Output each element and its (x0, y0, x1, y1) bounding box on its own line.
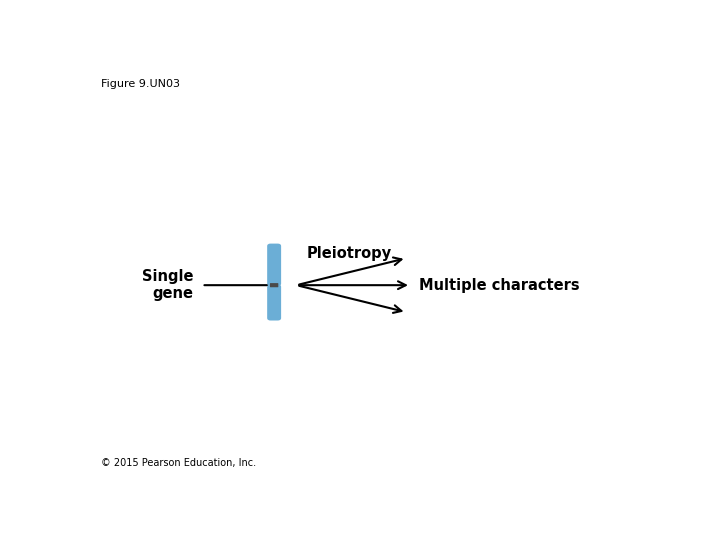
Text: Single
gene: Single gene (142, 269, 193, 301)
Text: Pleiotropy: Pleiotropy (307, 246, 392, 261)
Text: Figure 9.UN03: Figure 9.UN03 (101, 79, 180, 89)
FancyBboxPatch shape (267, 285, 281, 321)
FancyBboxPatch shape (270, 283, 279, 287)
Text: © 2015 Pearson Education, Inc.: © 2015 Pearson Education, Inc. (101, 458, 256, 468)
Text: Multiple characters: Multiple characters (419, 278, 580, 293)
FancyBboxPatch shape (267, 244, 281, 286)
